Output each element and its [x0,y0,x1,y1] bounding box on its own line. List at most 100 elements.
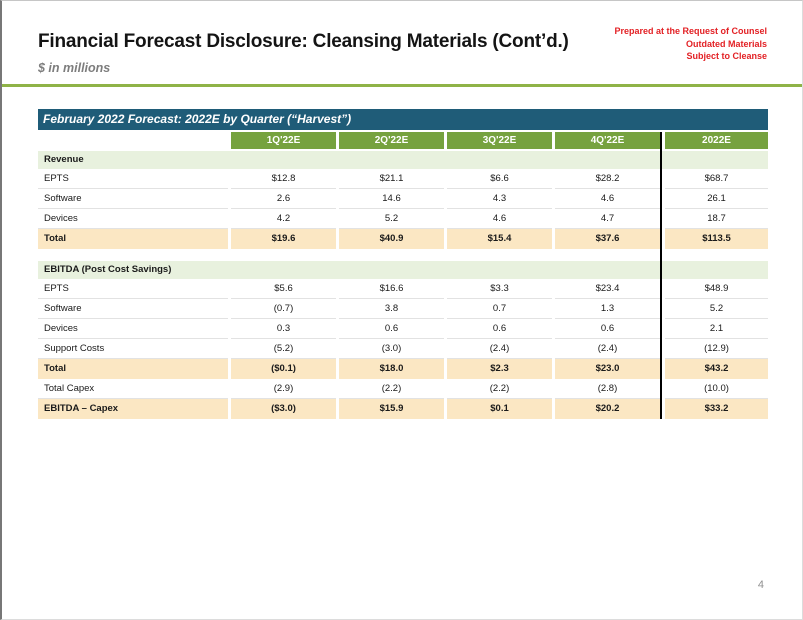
cell-value: (2.8) [552,379,660,399]
cell-value: $12.8 [228,169,336,189]
cell-value: 4.2 [228,209,336,229]
cell-value: $28.2 [552,169,660,189]
cell-value: (12.9) [660,339,768,359]
row-label: Total Capex [44,383,95,394]
cell-value: $2.3 [444,359,552,379]
table-row-epts: EPTS $5.6 $16.6 $3.3 $23.4 $48.9 [38,279,768,299]
row-label: Devices [44,213,78,224]
table-row-epts: EPTS $12.8 $21.1 $6.6 $28.2 $68.7 [38,169,768,189]
column-header: 2022E [660,132,768,149]
cell-value: $113.5 [660,229,768,249]
table-body: Revenue EPTS $12.8 $21.1 $6.6 $28.2 $68.7 Softw… [38,151,768,419]
cell-value: 2.6 [228,189,336,209]
cell-value: $23.0 [552,359,660,379]
cell-value: 1.3 [552,299,660,319]
cell-value: (0.7) [228,299,336,319]
cell-value: (10.0) [660,379,768,399]
cell-value: $33.2 [660,399,768,419]
cell-value: 4.6 [444,209,552,229]
cell-value: (3.0) [336,339,444,359]
cell-value: $19.6 [228,229,336,249]
section-header-row-revenue: Revenue [38,151,768,169]
section-gap [38,249,768,261]
cell-value: 5.2 [336,209,444,229]
column-header: 2Q'22E [336,132,444,149]
cell-value: $68.7 [660,169,768,189]
row-label: EPTS [44,173,69,184]
cell-value: $37.6 [552,229,660,249]
cell-value: 26.1 [660,189,768,209]
cell-value: $20.2 [552,399,660,419]
cell-value: (5.2) [228,339,336,359]
cell-value: 0.7 [444,299,552,319]
cell-value: 3.8 [336,299,444,319]
row-label: Support Costs [44,343,105,354]
row-label: EPTS [44,283,69,294]
row-label: Devices [44,323,78,334]
row-label: EBITDA – Capex [44,403,119,414]
table-row-devices: Devices 0.3 0.6 0.6 0.6 2.1 [38,319,768,339]
units-subtitle: $ in millions [38,61,111,75]
table-row-devices: Devices 4.2 5.2 4.6 4.7 18.7 [38,209,768,229]
section-header-row-ebitda-post-cost-savings: EBITDA (Post Cost Savings) [38,261,768,279]
table-title-banner: February 2022 Forecast: 2022E by Quarter… [38,109,768,130]
cell-value: 4.7 [552,209,660,229]
cell-value: $40.9 [336,229,444,249]
cell-value: 0.3 [228,319,336,339]
section-header-label: Revenue [44,154,84,165]
cell-value: $21.1 [336,169,444,189]
column-header: 3Q'22E [444,132,552,149]
cell-value: 4.3 [444,189,552,209]
cell-value: $18.0 [336,359,444,379]
column-header-spacer [38,132,228,149]
cell-value: (2.2) [336,379,444,399]
cell-value: $3.3 [444,279,552,299]
table-row-ebitda-capex: EBITDA – Capex ($3.0) $15.9 $0.1 $20.2 $33.2 [38,399,768,419]
row-label: Total [44,363,66,374]
cell-value: $23.4 [552,279,660,299]
table-row-software: Software 2.6 14.6 4.3 4.6 26.1 [38,189,768,209]
table-row-support-costs: Support Costs (5.2) (3.0) (2.4) (2.4) (12.9) [38,339,768,359]
cell-value: $48.9 [660,279,768,299]
cell-value: $15.4 [444,229,552,249]
row-label: Software [44,193,82,204]
row-label: Total [44,233,66,244]
header-divider-line [2,84,802,87]
cell-value: 0.6 [552,319,660,339]
page-number: 4 [757,579,764,591]
cell-value: 0.6 [444,319,552,339]
cell-value: $15.9 [336,399,444,419]
cell-value: $5.6 [228,279,336,299]
cell-value: (2.9) [228,379,336,399]
cell-value: 5.2 [660,299,768,319]
cell-value: $6.6 [444,169,552,189]
section-header-label: EBITDA (Post Cost Savings) [44,264,172,275]
table-row-total-capex: Total Capex (2.9) (2.2) (2.2) (2.8) (10.0) [38,379,768,399]
disclaimer-line-1: Prepared at the Request of Counsel [614,26,767,36]
table-column-headers: 1Q'22E 2Q'22E 3Q'22E 4Q'22E 2022E [38,132,768,149]
cell-value: 14.6 [336,189,444,209]
cell-value: 18.7 [660,209,768,229]
cell-value: ($0.1) [228,359,336,379]
page-title: Financial Forecast Disclosure: Cleansing… [38,31,569,52]
cell-value: (2.2) [444,379,552,399]
table-row-software: Software (0.7) 3.8 0.7 1.3 5.2 [38,299,768,319]
cell-value: (2.4) [444,339,552,359]
cell-value: $16.6 [336,279,444,299]
cell-value: (2.4) [552,339,660,359]
disclaimer-line-3: Subject to Cleanse [686,51,767,61]
cell-value: 4.6 [552,189,660,209]
table-row-total: Total $19.6 $40.9 $15.4 $37.6 $113.5 [38,229,768,249]
table-row-total: Total ($0.1) $18.0 $2.3 $23.0 $43.2 [38,359,768,379]
forecast-table: February 2022 Forecast: 2022E by Quarter… [38,109,768,419]
disclaimer-line-2: Outdated Materials [685,38,767,49]
cell-value: 0.6 [336,319,444,339]
fy-column-divider-line [660,132,662,419]
column-header: 4Q'22E [552,132,660,149]
column-header: 1Q'22E [228,132,336,149]
cell-value: $43.2 [660,359,768,379]
cell-value: $0.1 [444,399,552,419]
row-label: Software [44,303,82,314]
cell-value: 2.1 [660,319,768,339]
